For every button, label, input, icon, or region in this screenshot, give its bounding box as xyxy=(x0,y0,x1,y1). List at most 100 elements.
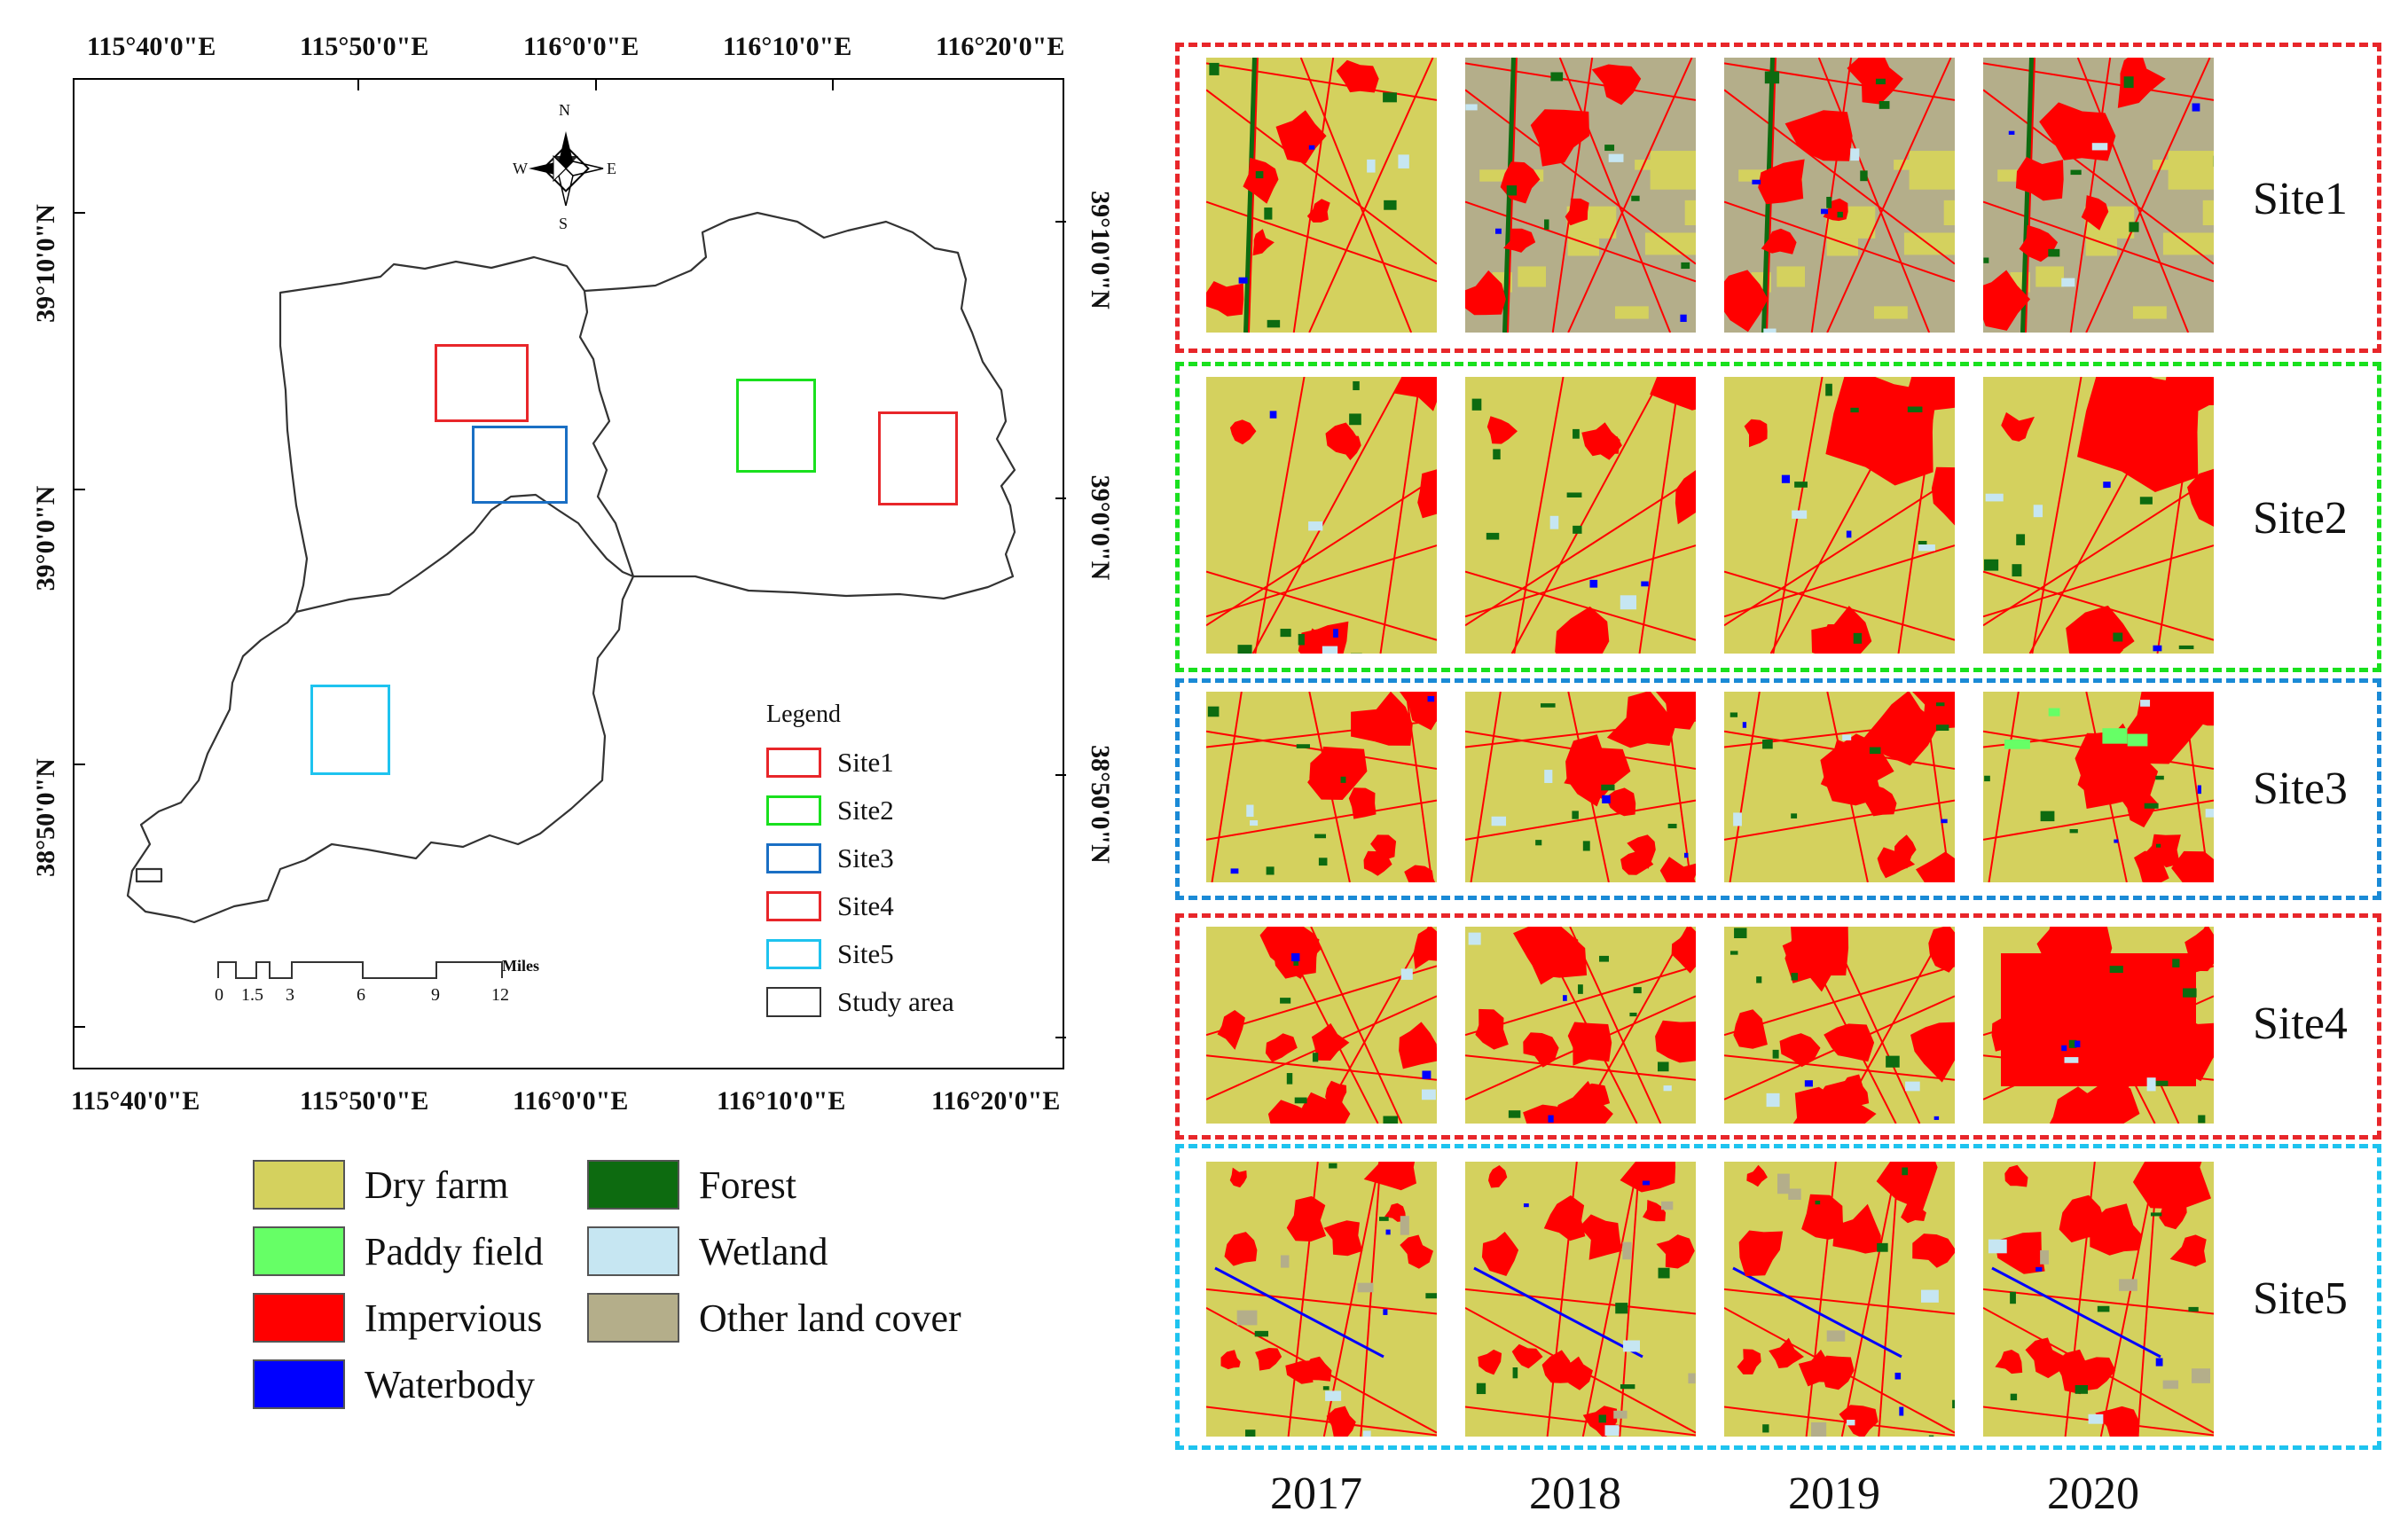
bottom-lon-label-1: 115°40'0"E xyxy=(71,1086,200,1116)
map-legend-title: Legend xyxy=(766,701,841,728)
right-lat-label-3: 38°50'0"N xyxy=(1086,745,1115,864)
site5-tile-2018 xyxy=(1465,1162,1696,1437)
study-area-boundary xyxy=(126,211,1016,924)
lc-waterbody: Waterbody xyxy=(253,1359,535,1409)
bottom-lon-label-3: 116°0'0"E xyxy=(513,1086,629,1116)
map-site1-box xyxy=(435,344,529,422)
land-cover-raster xyxy=(1465,58,1696,333)
scale-tick-1: 1.5 xyxy=(241,985,263,1005)
land-cover-raster xyxy=(1206,58,1437,333)
compass-n-label: N xyxy=(559,101,570,119)
lc-forest: Forest xyxy=(587,1160,796,1210)
site3-tile-2017 xyxy=(1206,692,1437,882)
map-legend-site5-label: Site5 xyxy=(837,938,894,969)
site3-label: Site3 xyxy=(2253,764,2348,814)
right-lat-label-2: 39°0'0"N xyxy=(1086,474,1115,581)
lc-other-land-cover: Other land cover xyxy=(587,1293,961,1343)
lc-forest-label: Forest xyxy=(699,1163,796,1207)
site1-tile-2018 xyxy=(1465,58,1696,333)
scale-tick-5: 12 xyxy=(491,985,509,1005)
land-cover-raster xyxy=(1465,1162,1696,1437)
site1-swatch xyxy=(766,748,821,778)
scale-unit-label: Miles xyxy=(502,957,539,975)
land-cover-raster xyxy=(1724,377,1955,654)
site4-label: Site4 xyxy=(2253,999,2348,1049)
left-lat-label-2: 39°0'0"N xyxy=(31,485,60,591)
site5-tile-2020 xyxy=(1983,1162,2214,1437)
land-cover-raster xyxy=(1206,1162,1437,1437)
site2-frame xyxy=(1175,362,2381,672)
north-arrow-icon: N S E W xyxy=(513,101,619,234)
site3-swatch xyxy=(766,843,821,873)
top-lon-label-3: 116°0'0"E xyxy=(523,32,639,61)
year-label-2018: 2018 xyxy=(1529,1468,1621,1519)
scale-tick-3: 6 xyxy=(357,985,365,1005)
map-site2-box xyxy=(736,379,816,473)
site3-frame xyxy=(1175,678,2381,900)
land-cover-raster xyxy=(1465,692,1696,882)
land-cover-raster xyxy=(1983,1162,2214,1437)
land-cover-raster xyxy=(1724,58,1955,333)
land-cover-raster xyxy=(1206,927,1437,1124)
site1-label: Site1 xyxy=(2253,174,2348,224)
waterbody-swatch xyxy=(253,1359,345,1409)
top-lon-label-1: 115°40'0"E xyxy=(87,32,216,61)
forest-swatch xyxy=(587,1160,679,1210)
site4-tile-2017 xyxy=(1206,927,1437,1124)
site4-swatch xyxy=(766,891,821,921)
site3-tile-2018 xyxy=(1465,692,1696,882)
site1-tile-2017 xyxy=(1206,58,1437,333)
map-legend-site3: Site3 xyxy=(766,842,894,874)
compass-s-label: S xyxy=(559,215,569,232)
left-lat-label-3: 38°50'0"N xyxy=(31,758,60,877)
scale-tick-4: 9 xyxy=(431,985,440,1005)
map-legend-site3-label: Site3 xyxy=(837,842,894,873)
site4-tile-2018 xyxy=(1465,927,1696,1124)
site1-frame xyxy=(1175,43,2381,353)
site5-label: Site5 xyxy=(2253,1273,2348,1324)
site4-frame xyxy=(1175,913,2381,1140)
lc-paddy-field: Paddy field xyxy=(253,1226,544,1276)
paddy-field-swatch xyxy=(253,1226,345,1276)
bottom-lon-label-4: 116°10'0"E xyxy=(717,1086,846,1116)
dry-farm-swatch xyxy=(253,1160,345,1210)
map-site5-box xyxy=(310,685,390,775)
site5-tile-2017 xyxy=(1206,1162,1437,1437)
map-legend-site4-label: Site4 xyxy=(837,890,894,921)
left-lat-label-1: 39°10'0"N xyxy=(31,204,60,323)
site3-tile-2019 xyxy=(1724,692,1955,882)
land-cover-raster xyxy=(1206,692,1437,882)
land-cover-raster xyxy=(1206,377,1437,654)
site5-tile-2019 xyxy=(1724,1162,1955,1437)
top-lon-label-2: 115°50'0"E xyxy=(300,32,429,61)
site2-label: Site2 xyxy=(2253,493,2348,544)
other-land-cover-swatch xyxy=(587,1293,679,1343)
land-cover-raster xyxy=(1983,692,2214,882)
land-cover-raster xyxy=(1983,377,2214,654)
right-lat-label-1: 39°10'0"N xyxy=(1086,191,1115,309)
year-label-2017: 2017 xyxy=(1270,1468,1362,1519)
site2-tile-2017 xyxy=(1206,377,1437,654)
map-legend-site1: Site1 xyxy=(766,747,894,779)
study-area-swatch xyxy=(766,987,821,1017)
site2-swatch xyxy=(766,795,821,826)
site2-tile-2020 xyxy=(1983,377,2214,654)
map-ticks xyxy=(75,80,1066,1038)
map-site3-box xyxy=(472,426,568,504)
lc-impervious: Impervious xyxy=(253,1293,542,1343)
map-legend-site2-label: Site2 xyxy=(837,795,894,826)
scale-tick-0: 0 xyxy=(215,985,224,1005)
compass-e-label: E xyxy=(607,160,616,177)
scale-tick-2: 3 xyxy=(286,985,294,1005)
top-lon-label-4: 116°10'0"E xyxy=(723,32,852,61)
map-legend-site1-label: Site1 xyxy=(837,747,894,778)
land-cover-raster xyxy=(1983,927,2214,1124)
lc-paddy-field-label: Paddy field xyxy=(365,1229,544,1273)
lc-dry-farm-label: Dry farm xyxy=(365,1163,509,1207)
site2-tile-2019 xyxy=(1724,377,1955,654)
site1-tile-2019 xyxy=(1724,58,1955,333)
lc-waterbody-label: Waterbody xyxy=(365,1362,535,1406)
year-label-2020: 2020 xyxy=(2047,1468,2139,1519)
land-cover-raster xyxy=(1465,927,1696,1124)
map-legend-study-area: Study area xyxy=(766,986,954,1018)
